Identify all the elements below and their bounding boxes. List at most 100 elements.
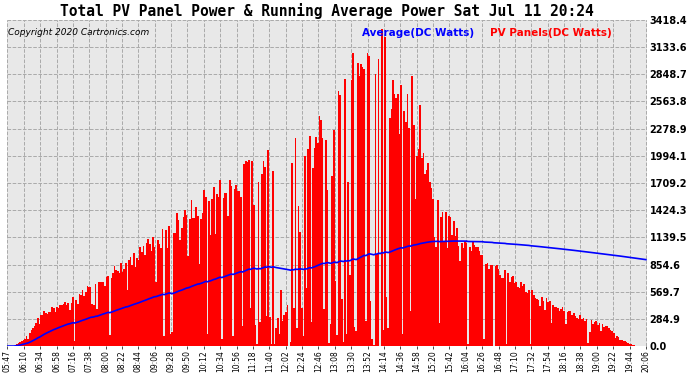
Bar bbox=[149, 244, 150, 346]
Bar bbox=[359, 76, 360, 346]
Bar bbox=[376, 254, 378, 346]
Bar bbox=[624, 341, 626, 346]
Bar bbox=[296, 328, 298, 346]
Bar bbox=[157, 240, 159, 346]
Bar bbox=[515, 282, 517, 346]
Bar bbox=[234, 189, 235, 346]
Bar bbox=[127, 290, 128, 346]
Bar bbox=[384, 37, 386, 346]
Bar bbox=[87, 286, 88, 346]
Bar bbox=[571, 315, 573, 346]
Bar bbox=[383, 330, 384, 346]
Bar bbox=[159, 244, 160, 346]
Bar bbox=[122, 272, 124, 346]
Bar bbox=[170, 334, 171, 346]
Bar bbox=[565, 324, 566, 346]
Bar bbox=[59, 304, 61, 346]
Bar bbox=[595, 321, 597, 346]
Bar bbox=[627, 343, 629, 346]
Bar bbox=[477, 248, 479, 346]
Bar bbox=[291, 163, 293, 346]
Bar bbox=[213, 187, 215, 346]
Bar bbox=[557, 308, 559, 346]
Bar bbox=[570, 311, 571, 346]
Bar bbox=[326, 190, 328, 346]
Bar bbox=[34, 326, 35, 346]
Bar bbox=[110, 278, 112, 346]
Bar bbox=[261, 174, 263, 346]
Bar bbox=[584, 321, 586, 346]
Bar bbox=[175, 232, 176, 346]
Bar bbox=[432, 200, 434, 346]
Bar bbox=[616, 336, 618, 346]
Bar bbox=[355, 331, 357, 346]
Bar bbox=[184, 210, 186, 346]
Bar bbox=[308, 149, 309, 346]
Bar bbox=[99, 282, 101, 346]
Bar bbox=[445, 212, 446, 346]
Bar bbox=[154, 248, 155, 346]
Bar bbox=[341, 299, 343, 346]
Bar bbox=[335, 281, 336, 346]
Bar bbox=[402, 334, 404, 346]
Bar bbox=[482, 255, 484, 346]
Bar bbox=[613, 333, 615, 346]
Bar bbox=[416, 156, 418, 346]
Bar bbox=[24, 339, 26, 346]
Bar bbox=[569, 311, 570, 346]
Bar bbox=[66, 305, 68, 346]
Bar bbox=[618, 338, 620, 346]
Bar bbox=[471, 251, 472, 346]
Bar bbox=[80, 295, 82, 346]
Bar bbox=[413, 125, 415, 346]
Bar bbox=[506, 344, 507, 346]
Bar bbox=[381, 29, 383, 346]
Bar bbox=[248, 160, 250, 346]
Bar bbox=[336, 336, 338, 346]
Bar bbox=[263, 160, 264, 346]
Bar bbox=[195, 207, 197, 346]
Bar bbox=[611, 331, 613, 346]
Bar bbox=[587, 343, 589, 346]
Bar bbox=[226, 193, 228, 346]
Bar bbox=[426, 170, 428, 346]
Bar bbox=[353, 53, 354, 346]
Bar bbox=[233, 336, 234, 346]
Bar bbox=[455, 236, 456, 346]
Bar bbox=[609, 328, 610, 346]
Bar bbox=[589, 332, 591, 346]
Bar bbox=[597, 325, 599, 346]
Bar bbox=[319, 116, 320, 346]
Bar bbox=[19, 342, 21, 346]
Bar bbox=[119, 273, 120, 346]
Bar bbox=[320, 120, 322, 346]
Bar bbox=[279, 334, 280, 346]
Bar bbox=[79, 294, 80, 346]
Bar bbox=[50, 312, 52, 346]
Bar bbox=[83, 296, 85, 346]
Bar bbox=[208, 201, 210, 346]
Bar bbox=[28, 339, 29, 346]
Bar bbox=[251, 160, 253, 346]
Bar bbox=[75, 300, 77, 346]
Bar bbox=[406, 94, 408, 346]
Bar bbox=[91, 304, 93, 346]
Bar bbox=[540, 306, 541, 346]
Bar bbox=[85, 292, 87, 346]
Title: Total PV Panel Power & Running Average Power Sat Jul 11 20:24: Total PV Panel Power & Running Average P… bbox=[60, 3, 593, 19]
Bar bbox=[141, 252, 143, 346]
Bar bbox=[37, 318, 39, 346]
Bar bbox=[282, 321, 284, 346]
Bar bbox=[576, 318, 578, 346]
Bar bbox=[566, 312, 569, 346]
Bar bbox=[517, 287, 519, 346]
Bar bbox=[388, 328, 389, 346]
Bar bbox=[531, 290, 533, 346]
Bar bbox=[299, 232, 301, 346]
Bar bbox=[109, 335, 110, 346]
Bar bbox=[522, 286, 524, 346]
Bar bbox=[514, 283, 515, 346]
Bar bbox=[411, 76, 413, 346]
Bar bbox=[632, 345, 634, 346]
Bar bbox=[135, 267, 136, 346]
